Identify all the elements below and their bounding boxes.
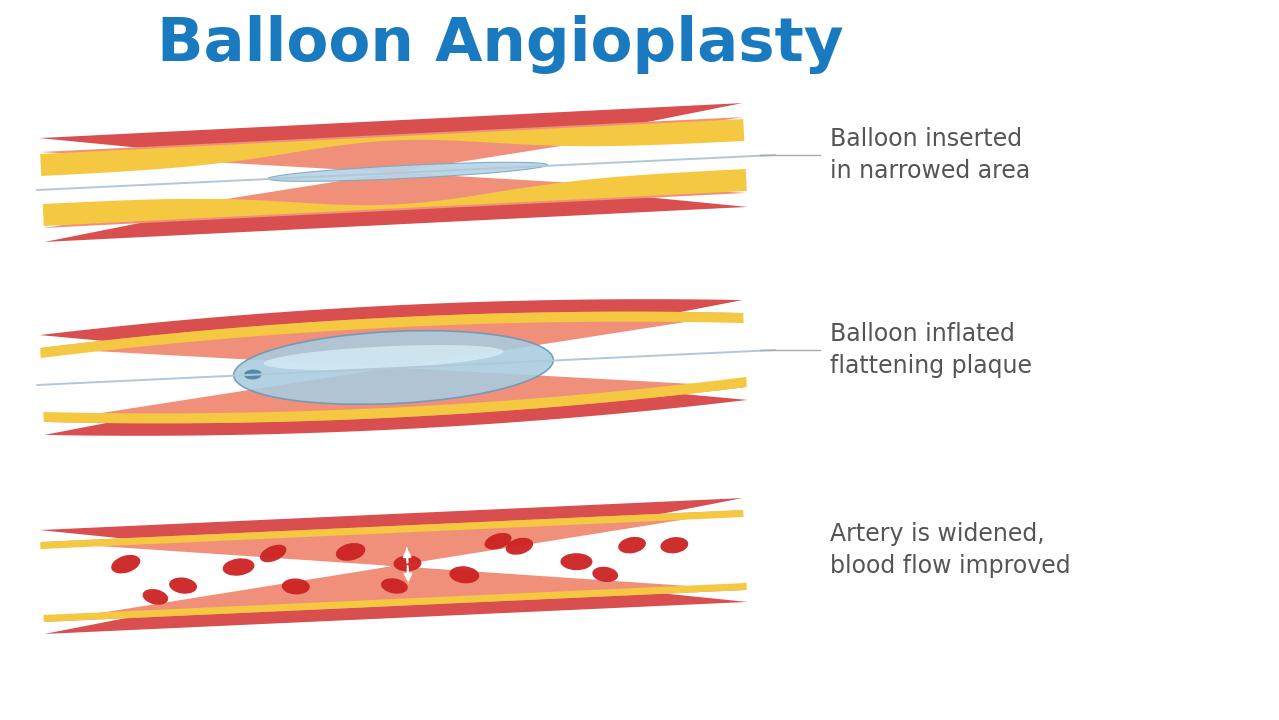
Ellipse shape (505, 538, 533, 555)
Polygon shape (43, 583, 747, 622)
Polygon shape (40, 312, 743, 358)
Ellipse shape (660, 537, 688, 554)
Ellipse shape (263, 345, 504, 370)
Ellipse shape (592, 567, 618, 582)
Ellipse shape (260, 545, 286, 562)
Ellipse shape (560, 553, 592, 570)
Text: Balloon inserted
in narrowed area: Balloon inserted in narrowed area (830, 127, 1031, 183)
Polygon shape (40, 510, 743, 549)
Ellipse shape (223, 558, 255, 576)
Ellipse shape (111, 555, 141, 573)
Polygon shape (40, 498, 747, 634)
Polygon shape (40, 117, 747, 228)
Ellipse shape (336, 543, 366, 561)
Text: Balloon Angioplasty: Balloon Angioplasty (157, 15, 843, 74)
Ellipse shape (449, 566, 480, 583)
Ellipse shape (244, 369, 262, 379)
Ellipse shape (267, 162, 547, 181)
Ellipse shape (618, 537, 646, 554)
Polygon shape (40, 119, 744, 176)
Polygon shape (42, 169, 747, 226)
Polygon shape (40, 510, 747, 622)
Ellipse shape (142, 589, 168, 605)
Ellipse shape (485, 533, 512, 549)
Ellipse shape (281, 578, 310, 595)
Ellipse shape (234, 330, 554, 405)
Text: Balloon inflated
flattening plaque: Balloon inflated flattening plaque (830, 323, 1032, 378)
Ellipse shape (169, 577, 197, 594)
Text: Artery is widened,
blood flow improved: Artery is widened, blood flow improved (830, 522, 1071, 577)
Polygon shape (40, 300, 747, 436)
Polygon shape (43, 377, 747, 423)
Ellipse shape (381, 578, 408, 594)
Ellipse shape (394, 555, 422, 572)
Polygon shape (40, 312, 747, 423)
Polygon shape (40, 103, 748, 242)
